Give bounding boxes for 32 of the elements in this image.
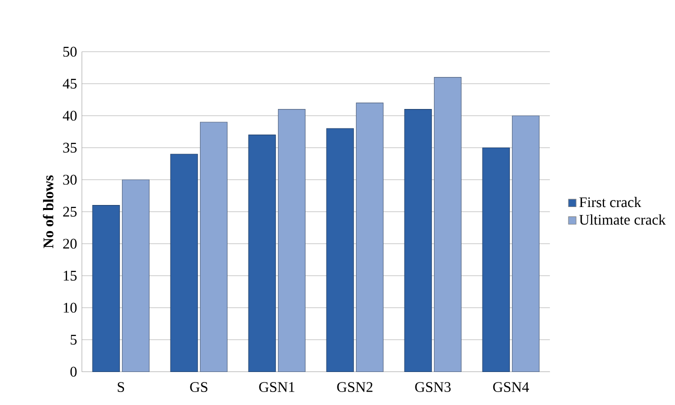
bar xyxy=(278,109,306,372)
bar xyxy=(434,77,462,372)
y-tick-label: 25 xyxy=(63,206,77,217)
y-tick-label: 5 xyxy=(70,334,77,345)
y-tick-label: 35 xyxy=(63,142,77,153)
bar xyxy=(404,109,432,372)
x-tick-label: GSN2 xyxy=(337,382,372,392)
x-tick-label: GSN1 xyxy=(259,382,294,392)
bar xyxy=(512,115,540,372)
y-tick-label: 30 xyxy=(63,174,77,185)
x-tick-label: GSN3 xyxy=(415,382,451,392)
bar xyxy=(248,134,276,372)
bar xyxy=(482,147,510,372)
x-tick-label: GS xyxy=(190,382,208,392)
y-tick-label: 0 xyxy=(70,366,77,377)
y-tick-label: 15 xyxy=(64,270,77,281)
bar xyxy=(170,154,198,372)
y-tick-label: 20 xyxy=(63,238,77,249)
y-tick-label: 10 xyxy=(64,302,77,313)
y-tick-label: 40 xyxy=(62,110,77,121)
y-axis-title: No of blows xyxy=(42,175,54,248)
legend-label: Ultimate crack xyxy=(579,214,666,225)
bar xyxy=(356,102,384,372)
x-tick-label: S xyxy=(118,382,124,392)
y-tick-label: 45 xyxy=(62,78,77,89)
y-tick-label: 50 xyxy=(63,46,77,57)
bar xyxy=(92,205,120,372)
x-tick-label: GSN4 xyxy=(493,382,529,392)
legend-label: First crack xyxy=(579,196,642,208)
bar xyxy=(122,179,150,372)
bar xyxy=(200,122,228,372)
bar xyxy=(326,128,354,372)
